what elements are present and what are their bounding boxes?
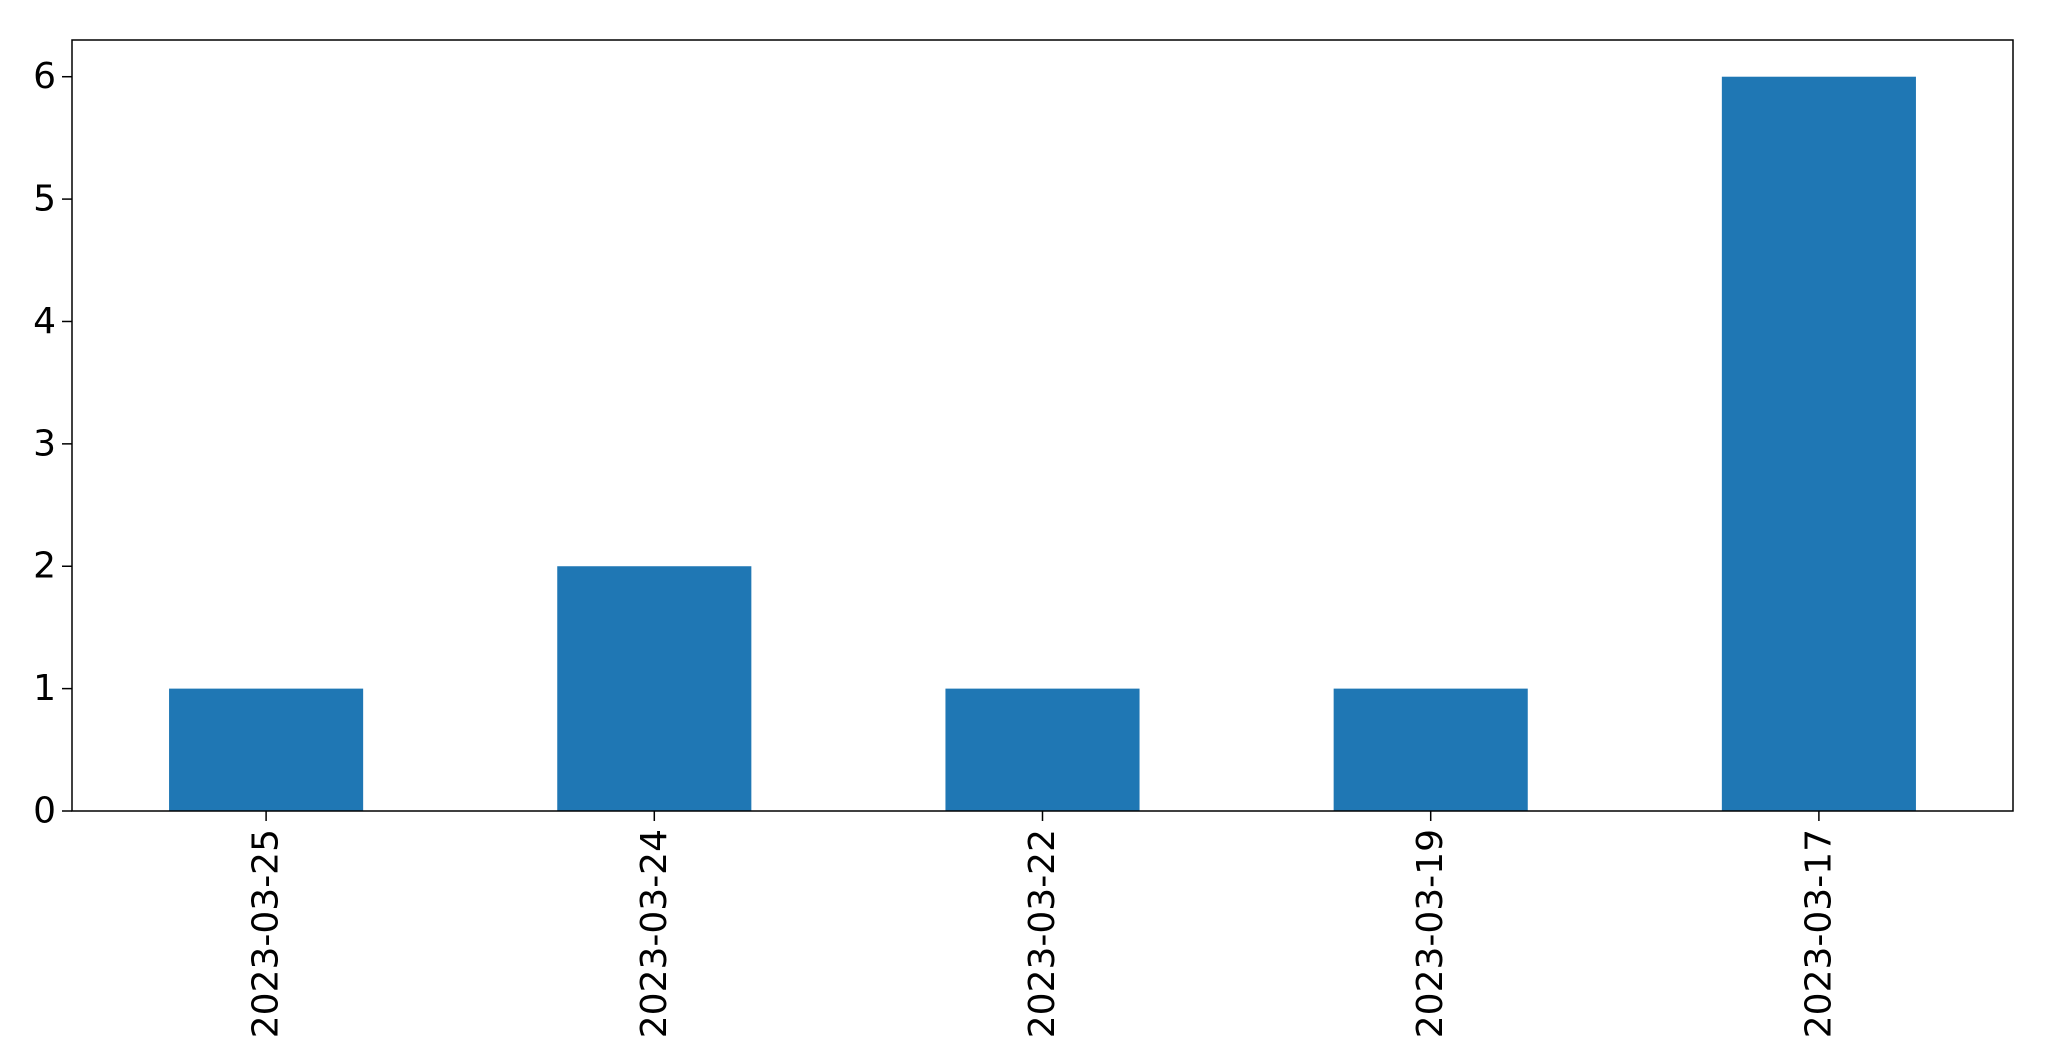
bar-2023-03-24	[557, 566, 752, 811]
x-tick-label: 2023-03-17	[1798, 829, 1839, 1038]
y-tick-label: 6	[33, 56, 56, 97]
y-tick-label: 0	[33, 791, 56, 832]
y-tick-label: 3	[33, 423, 56, 464]
y-tick-label: 5	[33, 179, 56, 220]
x-tick-label: 2023-03-22	[1022, 829, 1063, 1038]
bars-group	[169, 76, 1916, 811]
x-tick-label: 2023-03-19	[1410, 829, 1451, 1038]
bar-2023-03-22	[945, 688, 1140, 811]
y-axis: 0 1 2 3 4 5 6	[33, 56, 72, 832]
bar-2023-03-17	[1721, 76, 1916, 811]
x-axis: 2023-03-25 2023-03-24 2023-03-22 2023-03-19…	[246, 811, 1839, 1038]
y-tick-label: 4	[33, 301, 56, 342]
plot-frame	[71, 39, 2014, 812]
y-tick-label: 2	[33, 546, 56, 587]
y-tick-label: 1	[33, 668, 56, 709]
x-tick-label: 2023-03-24	[634, 829, 675, 1038]
bar-2023-03-19	[1333, 688, 1528, 811]
bar-2023-03-25	[169, 688, 364, 811]
x-tick-label: 2023-03-25	[246, 829, 287, 1038]
